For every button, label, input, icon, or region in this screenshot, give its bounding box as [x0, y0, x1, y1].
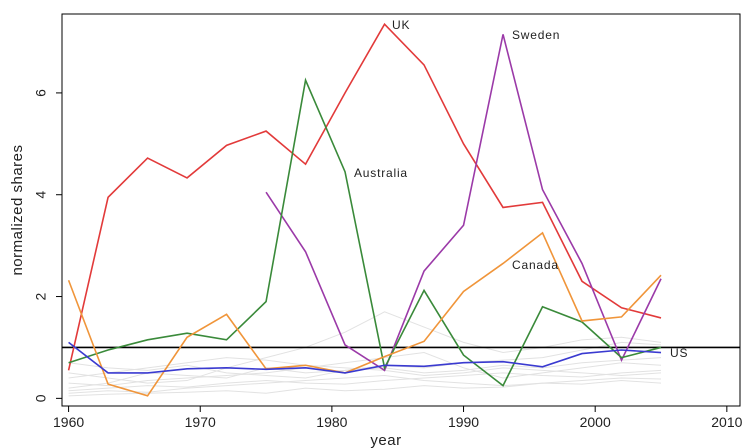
background-series-line: [68, 311, 662, 384]
y-tick-label: 0: [33, 394, 49, 402]
y-axis-label: normalized shares: [9, 144, 26, 275]
series-line-australia: [68, 77, 662, 387]
y-axis: 0 2 4 6: [33, 89, 62, 402]
background-series-group: [68, 311, 662, 397]
x-tick-label: 2010: [711, 414, 742, 430]
series-label-sweden: Sweden: [512, 28, 560, 42]
series-line-sweden: [265, 34, 662, 372]
y-tick-label: 2: [33, 292, 49, 300]
series-line-us: [68, 341, 662, 374]
series-label-canada: Canada: [512, 258, 559, 272]
background-series-line: [68, 369, 662, 392]
y-tick-label: 4: [33, 191, 49, 199]
background-series-line: [68, 374, 662, 394]
x-tick-label: 1980: [316, 414, 347, 430]
x-axis: 1960 1970 1980 1990 2000 2010: [53, 406, 743, 430]
series-group: [67, 22, 662, 397]
series-label-uk: UK: [392, 18, 410, 32]
y-tick-label: 6: [33, 89, 49, 97]
x-tick-label: 1970: [185, 414, 216, 430]
series-line-canada: [67, 231, 662, 397]
series-label-australia: Australia: [354, 166, 408, 180]
x-tick-label: 1990: [448, 414, 479, 430]
x-tick-label: 2000: [580, 414, 611, 430]
series-labels-group: UK Sweden Australia Canada US: [354, 18, 688, 360]
series-line-uk: [67, 22, 662, 371]
series-label-us: US: [670, 346, 688, 360]
x-tick-label: 1960: [53, 414, 84, 430]
x-axis-label: year: [370, 432, 401, 448]
background-series-line: [68, 352, 662, 387]
background-series-line: [68, 380, 662, 397]
plot-frame: [61, 13, 741, 407]
background-series-line: [68, 341, 662, 389]
